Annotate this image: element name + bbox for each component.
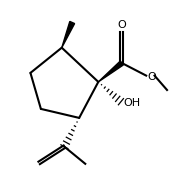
Text: O: O — [148, 71, 156, 82]
Polygon shape — [62, 21, 75, 48]
Text: OH: OH — [124, 98, 141, 108]
Text: O: O — [117, 20, 126, 30]
Polygon shape — [98, 61, 123, 82]
